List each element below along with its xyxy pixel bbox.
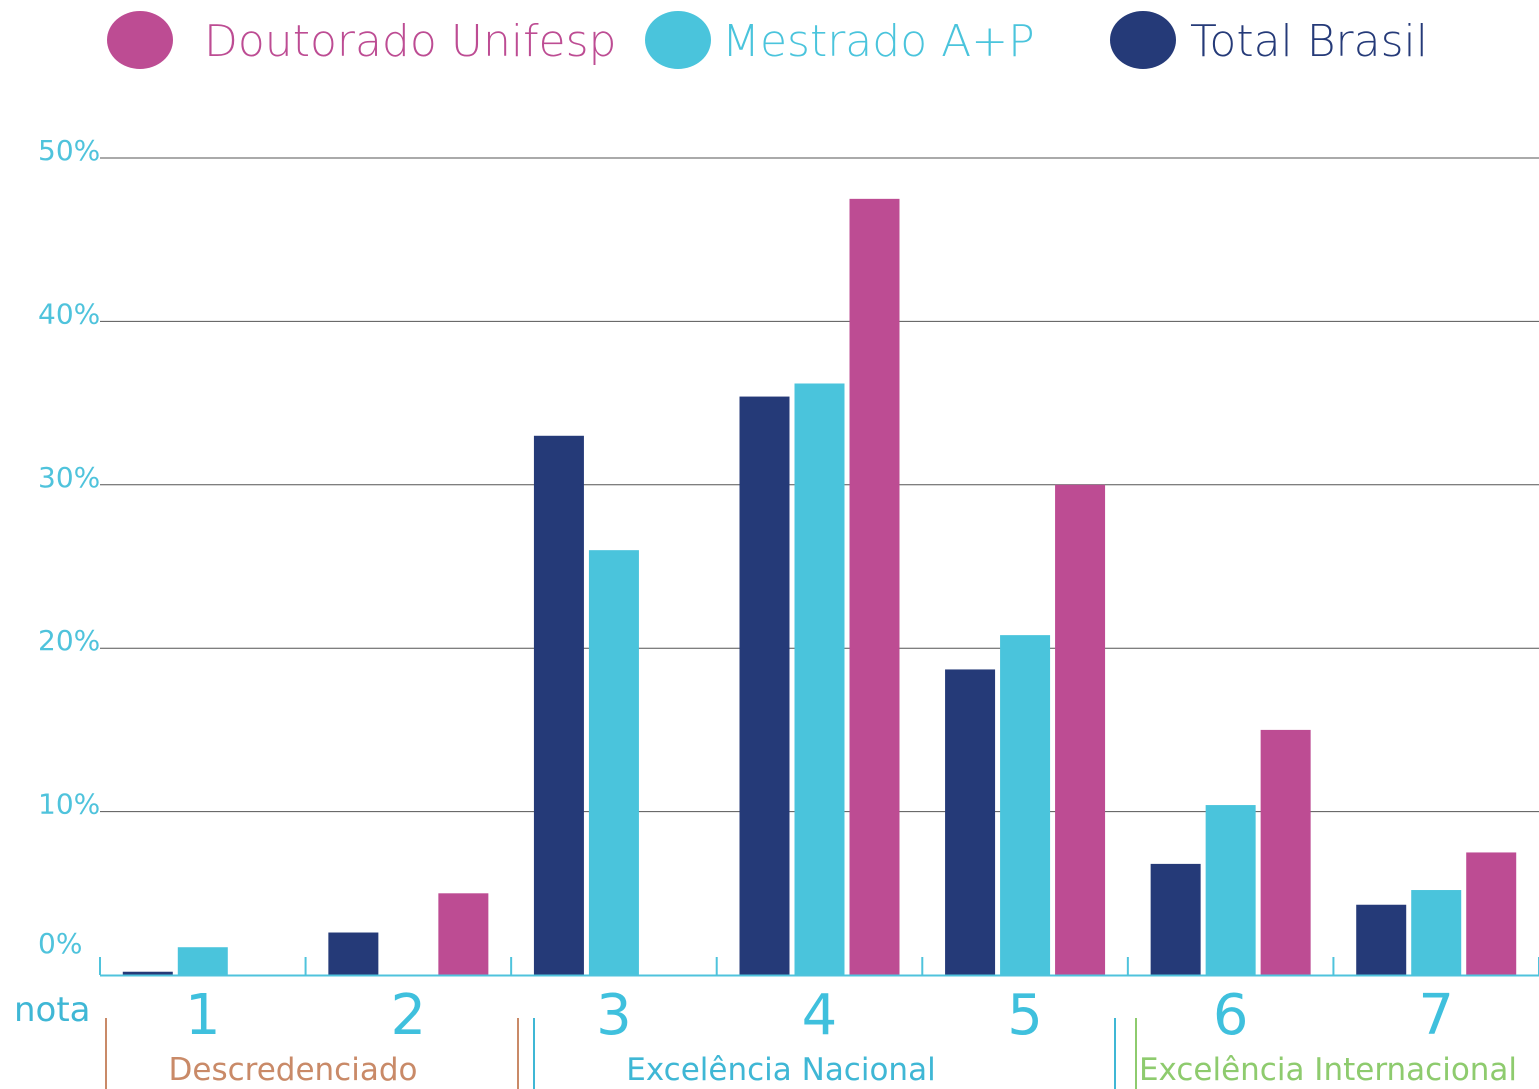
legend-swatch-total-brasil — [1110, 11, 1176, 69]
bar-total-brasil-6 — [1150, 863, 1201, 975]
bar-total-brasil-7 — [1356, 904, 1407, 975]
x-tick-label: 4 — [802, 983, 838, 1048]
x-tick-label: 3 — [596, 983, 632, 1048]
group-descredenciado: Descredenciado — [105, 1018, 519, 1089]
legend: Doutorado Unifesp Mestrado A+P Total Bra… — [107, 11, 1428, 69]
bar-mestrado-a-p-1 — [177, 947, 228, 975]
x-tick-label: 2 — [391, 983, 427, 1048]
legend-label-doutorado: Doutorado Unifesp — [204, 16, 616, 67]
x-tick-label: 1 — [185, 983, 221, 1048]
bar-total-brasil-1 — [122, 971, 173, 975]
group-excelencia-nacional: Excelência Nacional — [533, 1018, 1116, 1089]
group-label-excelencia-nacional: Excelência Nacional — [626, 1052, 935, 1088]
y-tick-label: 30% — [38, 461, 100, 494]
x-tick-label: 6 — [1213, 983, 1249, 1048]
legend-swatch-mestrado — [645, 11, 711, 69]
y-axis-ticks: 0% 10% 20% 30% 40% 50% — [38, 134, 100, 960]
bar-doutorado-unifesp-7 — [1466, 852, 1517, 975]
legend-item-doutorado: Doutorado Unifesp — [107, 11, 616, 69]
bar-total-brasil-2 — [328, 932, 379, 975]
y-tick-label: 40% — [38, 297, 100, 330]
x-axis: 1 2 3 4 5 6 7 — [99, 957, 1539, 1048]
x-axis-title: nota — [14, 990, 91, 1030]
bar-mestrado-a-p-5 — [1000, 635, 1051, 975]
legend-swatch-doutorado — [107, 11, 173, 69]
y-tick-label: 50% — [38, 134, 100, 167]
bar-doutorado-unifesp-5 — [1055, 484, 1106, 975]
group-label-descredenciado: Descredenciado — [169, 1052, 418, 1088]
bar-total-brasil-4 — [739, 396, 790, 976]
bar-mestrado-a-p-3 — [588, 550, 639, 975]
bar-mestrado-a-p-4 — [794, 383, 845, 975]
legend-label-total-brasil: Total Brasil — [1190, 16, 1428, 67]
x-tick-label: 7 — [1418, 983, 1454, 1048]
bar-mestrado-a-p-6 — [1205, 805, 1256, 975]
bar-doutorado-unifesp-2 — [438, 893, 489, 975]
group-excelencia-internacional: Excelência Internacional — [1135, 1018, 1517, 1089]
bar-total-brasil-3 — [533, 435, 584, 975]
bar-mestrado-a-p-7 — [1411, 890, 1462, 975]
bar-total-brasil-5 — [945, 669, 996, 975]
x-tick-label: 5 — [1007, 983, 1043, 1048]
bars — [122, 198, 1517, 976]
legend-item-total-brasil: Total Brasil — [1110, 11, 1428, 69]
y-tick-label: 20% — [38, 624, 100, 657]
group-label-excelencia-internacional: Excelência Internacional — [1139, 1052, 1517, 1088]
y-tick-label: 10% — [38, 788, 100, 821]
y-tick-label: 0% — [38, 927, 82, 960]
bar-doutorado-unifesp-4 — [849, 198, 900, 976]
legend-label-mestrado: Mestrado A+P — [722, 16, 1035, 67]
legend-item-mestrado: Mestrado A+P — [645, 11, 1035, 69]
bar-doutorado-unifesp-6 — [1260, 729, 1311, 975]
